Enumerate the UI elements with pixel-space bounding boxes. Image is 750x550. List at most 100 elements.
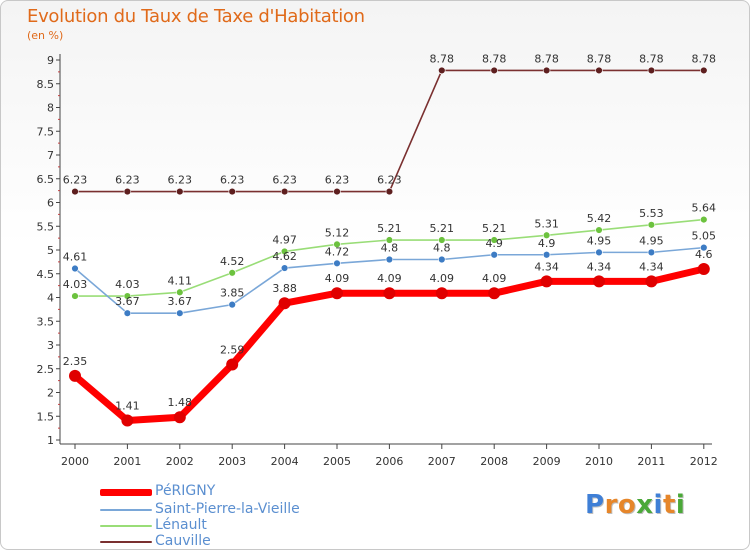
data-label-l-nault: 5.53: [639, 207, 664, 220]
data-point-saint-pierre-la-vieille: [490, 251, 498, 259]
x-tick-label: 2009: [533, 455, 561, 468]
data-label-p-rigny: 1.48: [168, 396, 193, 409]
data-point-p-rigny: [593, 275, 605, 288]
x-tick-label: 2001: [113, 455, 141, 468]
data-label-l-nault: 4.03: [115, 278, 140, 291]
y-tick-label: 8.5: [37, 78, 55, 91]
series-l-nault: 4.03 4.03 4.11 4.52 4.97 5.12 5.21 5.21 5.21 5.31…: [63, 202, 716, 300]
data-point-p-rigny: [331, 287, 343, 300]
data-label-l-nault: 5.12: [325, 226, 350, 239]
x-tick-label: 2007: [428, 455, 456, 468]
data-label-p-rigny: 2.35: [63, 355, 88, 368]
legend-label-saint-pierre: Saint-Pierre-la-Vieille: [155, 501, 300, 517]
data-point-cauville: [333, 187, 341, 196]
data-label-saint-pierre-la-vieille: 3.67: [115, 295, 140, 308]
data-label-l-nault: 4.52: [220, 255, 245, 268]
x-tick-label: 2005: [323, 455, 351, 468]
data-point-l-nault: [228, 269, 236, 277]
chart-title: Evolution du Taux de Taxe d'Habitation: [27, 6, 365, 27]
data-point-saint-pierre-la-vieille: [595, 248, 603, 257]
data-point-cauville: [176, 187, 184, 196]
legend-swatch-lenault: [100, 525, 152, 527]
logo-letter: x: [636, 490, 654, 520]
chart-subtitle: (en %): [27, 29, 64, 42]
data-label-cauville: 6.23: [272, 174, 297, 187]
data-label-p-rigny: 4.6: [695, 248, 713, 261]
x-tick-label: 2000: [61, 455, 89, 468]
data-label-saint-pierre-la-vieille: 4.62: [272, 250, 297, 263]
data-point-p-rigny: [697, 263, 710, 275]
data-label-l-nault: 5.31: [534, 217, 559, 230]
data-point-p-rigny: [540, 275, 553, 288]
data-label-cauville: 8.78: [430, 52, 455, 65]
data-label-l-nault: 4.03: [63, 278, 88, 291]
series-saint-pierre-la-vieille: 4.61 3.67 3.67 3.85 4.62 4.72 4.8 4.8 4.9 4.9 4.95…: [63, 230, 716, 317]
data-label-saint-pierre-la-vieille: 4.9: [485, 237, 503, 250]
data-point-cauville: [71, 187, 79, 196]
data-point-l-nault: [176, 288, 184, 296]
data-point-saint-pierre-la-vieille: [333, 259, 341, 267]
x-tick-label: 2006: [375, 455, 403, 468]
data-point-cauville: [438, 66, 446, 75]
legend-swatch-cauville: [100, 541, 152, 543]
data-label-cauville: 6.23: [220, 174, 245, 187]
data-label-cauville: 8.78: [587, 52, 612, 65]
x-tick-label: 2003: [218, 455, 246, 468]
data-point-l-nault: [385, 236, 394, 244]
y-tick-label: 6.5: [37, 173, 55, 186]
data-point-p-rigny: [383, 287, 396, 300]
data-point-l-nault: [333, 240, 341, 249]
data-label-cauville: 6.23: [377, 174, 402, 187]
y-tick-label: 1.5: [37, 410, 55, 423]
legend-swatch-saint-pierre: [100, 509, 152, 511]
y-tick-label: 2: [47, 387, 54, 400]
data-point-l-nault: [595, 226, 603, 234]
y-tick-label: 7.5: [37, 125, 55, 138]
data-label-l-nault: 5.21: [482, 222, 507, 235]
data-label-l-nault: 4.97: [272, 233, 297, 246]
data-point-l-nault: [280, 247, 289, 256]
data-point-p-rigny: [69, 369, 81, 382]
data-label-cauville: 8.78: [639, 52, 664, 65]
y-tick-label: 3: [47, 339, 54, 352]
data-label-p-rigny: 4.09: [325, 272, 350, 285]
data-label-cauville: 6.23: [325, 174, 350, 187]
y-tick-label: 4.5: [37, 268, 55, 281]
data-label-l-nault: 5.64: [692, 202, 717, 215]
data-point-l-nault: [490, 236, 498, 244]
data-label-p-rigny: 4.09: [482, 272, 507, 285]
x-tick-label: 2008: [480, 455, 508, 468]
data-label-l-nault: 4.11: [168, 274, 193, 287]
data-label-p-rigny: 2.59: [220, 343, 245, 356]
data-point-l-nault: [542, 231, 551, 239]
x-tick-label: 2004: [271, 455, 299, 468]
data-label-p-rigny: 4.34: [639, 260, 664, 273]
y-tick-label: 8: [47, 102, 54, 115]
data-label-saint-pierre-la-vieille: 4.8: [433, 242, 451, 255]
proxiti-logo: Proxiti: [585, 490, 685, 520]
data-point-l-nault: [647, 221, 656, 229]
data-label-l-nault: 5.21: [377, 222, 402, 235]
y-tick-label: 1: [47, 434, 54, 447]
data-point-l-nault: [438, 236, 446, 244]
data-label-p-rigny: 4.09: [430, 272, 455, 285]
data-point-p-rigny: [278, 297, 291, 310]
legend-swatch-perigny: [100, 489, 152, 496]
data-point-cauville: [595, 66, 603, 75]
data-point-p-rigny: [121, 414, 134, 427]
data-label-saint-pierre-la-vieille: 4.9: [538, 237, 556, 250]
x-tick-label: 2012: [690, 455, 718, 468]
data-label-saint-pierre-la-vieille: 4.61: [63, 251, 88, 264]
data-label-cauville: 8.78: [692, 52, 717, 65]
logo-letter: o: [617, 490, 637, 520]
data-label-saint-pierre-la-vieille: 5.05: [692, 230, 717, 243]
series-layer: 6.23 6.23 6.23 6.23 6.23 6.23 6.23 8.78 8.78 8.78…: [63, 52, 717, 427]
data-label-saint-pierre-la-vieille: 3.85: [220, 287, 245, 300]
data-label-cauville: 6.23: [115, 174, 140, 187]
data-point-p-rigny: [435, 287, 448, 300]
data-label-p-rigny: 1.41: [115, 400, 140, 413]
data-label-l-nault: 5.21: [430, 222, 455, 235]
data-label-saint-pierre-la-vieille: 4.8: [381, 242, 399, 255]
data-point-l-nault: [123, 292, 132, 300]
